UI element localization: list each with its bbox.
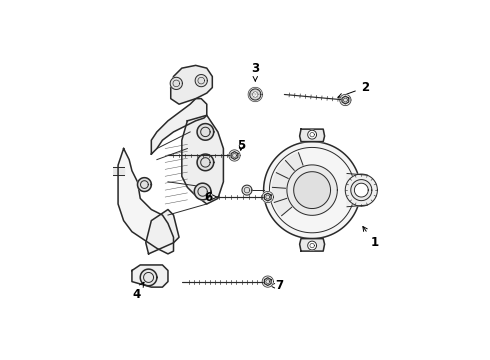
Polygon shape <box>351 180 372 201</box>
Polygon shape <box>107 167 123 175</box>
Polygon shape <box>308 130 317 139</box>
Text: 4: 4 <box>132 282 144 301</box>
Polygon shape <box>182 115 223 204</box>
Polygon shape <box>146 210 179 254</box>
Polygon shape <box>272 173 288 188</box>
Text: 6: 6 <box>204 190 218 203</box>
Polygon shape <box>342 96 349 104</box>
Polygon shape <box>252 92 258 97</box>
Polygon shape <box>300 129 324 141</box>
Polygon shape <box>286 153 303 170</box>
Polygon shape <box>294 172 331 208</box>
Polygon shape <box>229 150 240 161</box>
Polygon shape <box>242 185 252 195</box>
Polygon shape <box>287 165 337 215</box>
Polygon shape <box>262 192 273 203</box>
Polygon shape <box>347 174 377 207</box>
Polygon shape <box>300 239 324 251</box>
Text: 7: 7 <box>269 279 283 292</box>
Polygon shape <box>195 75 207 87</box>
Polygon shape <box>340 94 351 105</box>
Polygon shape <box>170 77 182 90</box>
Polygon shape <box>118 149 173 254</box>
Polygon shape <box>308 241 317 250</box>
Polygon shape <box>250 89 261 100</box>
Polygon shape <box>197 154 214 171</box>
Polygon shape <box>265 193 271 201</box>
Polygon shape <box>151 99 207 154</box>
Polygon shape <box>265 278 271 285</box>
Polygon shape <box>248 87 263 102</box>
Text: 2: 2 <box>338 81 369 98</box>
Polygon shape <box>276 161 294 179</box>
Polygon shape <box>140 269 157 286</box>
Polygon shape <box>264 141 361 239</box>
Text: 5: 5 <box>237 139 245 152</box>
Text: 3: 3 <box>251 62 259 81</box>
Polygon shape <box>262 276 273 287</box>
Polygon shape <box>197 123 214 140</box>
Polygon shape <box>171 66 212 104</box>
Polygon shape <box>345 174 377 206</box>
Polygon shape <box>195 183 211 200</box>
Polygon shape <box>354 183 368 197</box>
Text: 1: 1 <box>363 226 379 249</box>
Polygon shape <box>272 187 287 202</box>
Polygon shape <box>231 152 238 159</box>
Polygon shape <box>138 177 151 192</box>
Polygon shape <box>274 198 292 216</box>
Polygon shape <box>103 167 111 175</box>
Polygon shape <box>132 265 168 287</box>
